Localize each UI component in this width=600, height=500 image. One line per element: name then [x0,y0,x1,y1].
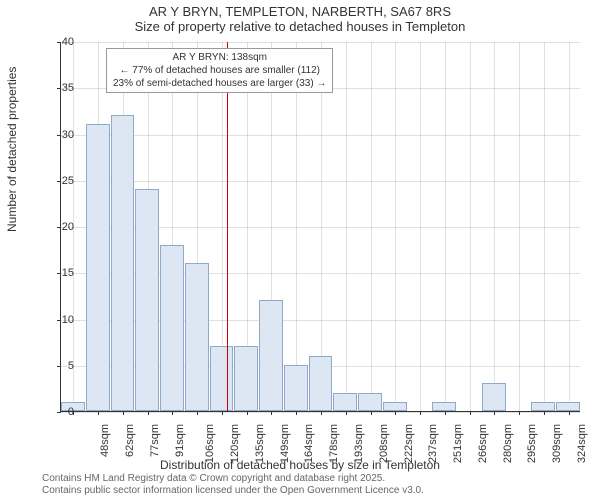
y-tick-label: 15 [44,267,74,279]
x-tick-label: 91sqm [174,424,186,457]
histogram-bar [284,365,308,411]
chart-title-block: AR Y BRYN, TEMPLETON, NARBERTH, SA67 8RS… [0,4,600,34]
x-tick-mark [148,411,149,415]
x-tick-label: 149sqm [279,424,291,463]
x-tick-label: 164sqm [304,424,316,463]
y-tick-label: 10 [44,314,74,326]
grid-line-v [544,42,545,411]
x-tick-mark [271,411,272,415]
histogram-bar [358,393,382,412]
x-tick-label: 178sqm [328,424,340,463]
y-tick-label: 35 [44,82,74,94]
title-line2: Size of property relative to detached ho… [0,19,600,34]
x-tick-mark [544,411,545,415]
grid-line-v [519,42,520,411]
y-tick-label: 20 [44,221,74,233]
x-tick-mark [420,411,421,415]
grid-line-v [371,42,372,411]
x-tick-mark [296,411,297,415]
x-tick-mark [445,411,446,415]
x-tick-label: 280sqm [502,424,514,463]
x-tick-mark [247,411,248,415]
x-tick-mark [494,411,495,415]
x-tick-mark [98,411,99,415]
grid-line-v [346,42,347,411]
x-tick-label: 266sqm [477,424,489,463]
y-tick-label: 5 [44,360,74,372]
annotation-line3: 23% of semi-detached houses are larger (… [113,77,326,90]
x-tick-mark [569,411,570,415]
footer-line1: Contains HM Land Registry data © Crown c… [42,473,424,485]
x-tick-label: 324sqm [576,424,588,463]
histogram-bar [234,346,258,411]
x-tick-mark [395,411,396,415]
histogram-bar [531,402,555,411]
chart-plot: AR Y BRYN: 138sqm← 77% of detached house… [60,42,580,412]
histogram-bar [333,393,357,412]
annotation-line2: ← 77% of detached houses are smaller (11… [113,64,326,77]
reference-line [227,42,228,411]
y-tick-label: 40 [44,36,74,48]
x-tick-label: 193sqm [353,424,365,463]
grid-line-v [569,42,570,411]
grid-line-v [420,42,421,411]
annotation-box: AR Y BRYN: 138sqm← 77% of detached house… [106,48,333,93]
grid-line-v [296,42,297,411]
x-tick-label: 208sqm [378,424,390,463]
footer-line2: Contains public sector information licen… [42,485,424,497]
title-line1: AR Y BRYN, TEMPLETON, NARBERTH, SA67 8RS [0,4,600,19]
footer-attribution: Contains HM Land Registry data © Crown c… [42,473,424,497]
y-tick-label: 25 [44,175,74,187]
histogram-bar [86,124,110,411]
histogram-bar [383,402,407,411]
x-tick-label: 251sqm [452,424,464,463]
histogram-bar [135,189,159,411]
histogram-bar [432,402,456,411]
histogram-bar [482,383,506,411]
histogram-bar [185,263,209,411]
annotation-line1: AR Y BRYN: 138sqm [113,51,326,64]
x-tick-mark [222,411,223,415]
x-tick-label: 135sqm [254,424,266,463]
x-tick-mark [197,411,198,415]
grid-line-v [470,42,471,411]
x-tick-mark [172,411,173,415]
histogram-bar [556,402,580,411]
x-tick-label: 120sqm [229,424,241,463]
y-tick-label: 30 [44,129,74,141]
x-tick-label: 62sqm [124,424,136,457]
x-tick-label: 222sqm [403,424,415,463]
histogram-bar [111,115,135,411]
histogram-bar [160,245,184,412]
x-tick-mark [123,411,124,415]
x-tick-mark [321,411,322,415]
x-tick-label: 77sqm [149,424,161,457]
grid-line-v [445,42,446,411]
histogram-bar [259,300,283,411]
x-tick-mark [519,411,520,415]
x-tick-label: 237sqm [427,424,439,463]
x-tick-mark [346,411,347,415]
histogram-bar [309,356,333,412]
x-tick-mark [371,411,372,415]
histogram-bar [210,346,234,411]
x-tick-label: 309sqm [551,424,563,463]
grid-line-v [395,42,396,411]
x-tick-label: 295sqm [526,424,538,463]
x-tick-label: 106sqm [205,424,217,463]
y-tick-label: 0 [44,406,74,418]
plot-area: AR Y BRYN: 138sqm← 77% of detached house… [60,42,580,412]
grid-line-v [494,42,495,411]
y-axis-label: Number of detached properties [5,67,19,232]
x-tick-label: 48sqm [99,424,111,457]
x-tick-mark [470,411,471,415]
